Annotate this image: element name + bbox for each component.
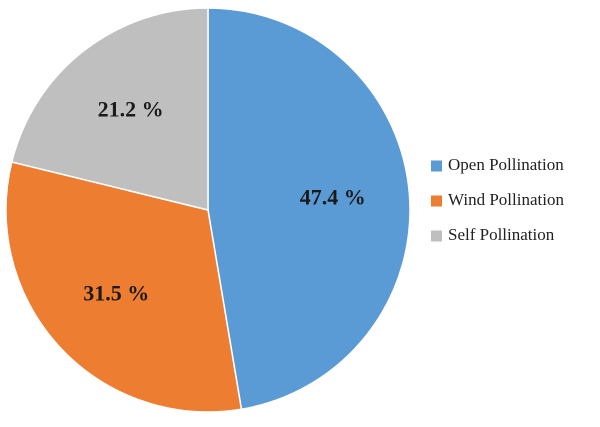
legend-item: Self Pollination (431, 225, 555, 244)
legend-swatch (431, 195, 442, 207)
legend-label: Self Pollination (448, 225, 555, 244)
slice-data-label: 31.5 % (83, 280, 149, 305)
legend-swatch (431, 160, 442, 172)
legend-item: Open Pollination (431, 155, 564, 174)
pie-slice-self-pollination (10, 7, 209, 211)
pie-slice-open-pollination (207, 7, 411, 411)
legend-label: Open Pollination (448, 155, 564, 174)
slice-data-label: 21.2 % (98, 97, 164, 122)
legend-item: Wind Pollination (431, 190, 564, 209)
slice-data-label: 47.4 % (300, 185, 366, 210)
legend: Open Pollination Wind Pollination Self Pol… (431, 155, 564, 244)
legend-label: Wind Pollination (448, 190, 564, 209)
pie-slice-wind-pollination (5, 161, 243, 413)
legend-swatch (431, 230, 442, 242)
slice-labels-layer: 47.4 % 31.5 % 21.2 % (83, 97, 366, 306)
slices-layer (5, 7, 411, 413)
